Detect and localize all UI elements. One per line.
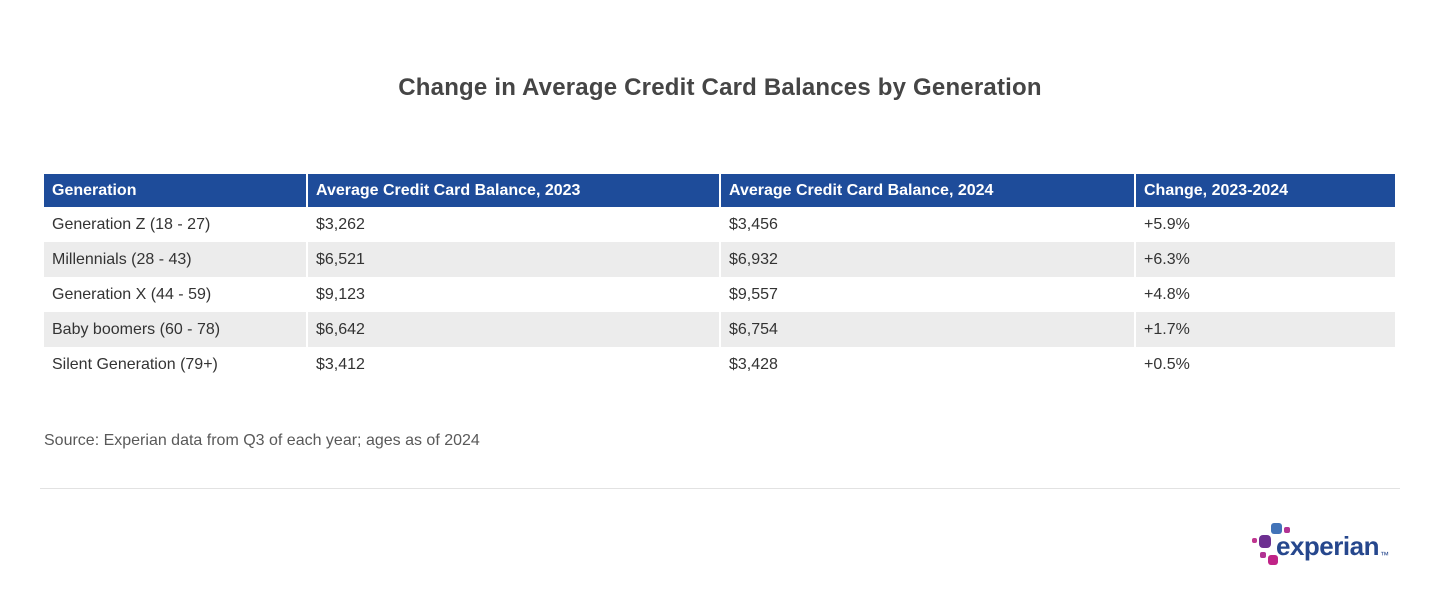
cell-change: +1.7% bbox=[1134, 312, 1395, 347]
cell-balance-2024: $3,456 bbox=[719, 207, 1135, 242]
experian-logo: experian™ bbox=[1252, 521, 1392, 581]
cell-generation: Generation X (44 - 59) bbox=[52, 285, 212, 303]
cell-balance-2023: $3,412 bbox=[306, 347, 720, 382]
cell-balance-2023: $3,262 bbox=[306, 207, 720, 242]
cell-balance-2023: $9,123 bbox=[306, 277, 720, 312]
table-row: Baby boomers (60 - 78) $6,642 $6,754 +1.… bbox=[44, 312, 1395, 347]
cell-generation: Millennials (28 - 43) bbox=[44, 242, 307, 277]
cell-balance-2024: $6,754 bbox=[719, 312, 1135, 347]
footer: experian™ bbox=[0, 521, 1392, 581]
cell-change: +0.5% bbox=[1134, 347, 1395, 382]
cell-balance-2024: $6,932 bbox=[719, 242, 1135, 277]
logo-blue-square-icon bbox=[1271, 523, 1282, 534]
logo-pink-dot-icon bbox=[1252, 538, 1257, 543]
col-header-balance-2023: Average Credit Card Balance, 2023 bbox=[306, 174, 720, 207]
cell-change: +6.3% bbox=[1134, 242, 1395, 277]
table-row: Generation X (44 - 59) $9,123 $9,557 +4.… bbox=[44, 277, 1395, 312]
col-header-balance-2024: Average Credit Card Balance, 2024 bbox=[719, 174, 1135, 207]
source-note: Source: Experian data from Q3 of each ye… bbox=[44, 432, 480, 449]
cell-balance-2023: $6,642 bbox=[306, 312, 720, 347]
logo-purple-square-icon bbox=[1259, 535, 1271, 548]
logo-magenta-dot-icon bbox=[1260, 552, 1266, 558]
infographic-page: Change in Average Credit Card Balances b… bbox=[0, 74, 1440, 611]
cell-change: +4.8% bbox=[1134, 277, 1395, 312]
page-title: Change in Average Credit Card Balances b… bbox=[398, 74, 1042, 101]
cell-balance-2024: $9,557 bbox=[719, 277, 1135, 312]
cell-change: +5.9% bbox=[1134, 207, 1395, 242]
credit-card-balances-table: Generation Average Credit Card Balance, … bbox=[44, 174, 1395, 382]
table-row: Millennials (28 - 43) $6,521 $6,932 +6.3… bbox=[44, 242, 1395, 277]
cell-balance-2023: $6,521 bbox=[306, 242, 720, 277]
logo-magenta-dot-icon bbox=[1284, 527, 1290, 533]
cell-generation: Baby boomers (60 - 78) bbox=[44, 312, 307, 347]
table-row: Generation Z (18 - 27) $3,262 $3,456 +5.… bbox=[44, 207, 1395, 242]
table-header-row: Generation Average Credit Card Balance, … bbox=[44, 174, 1395, 207]
col-header-generation: Generation bbox=[44, 174, 307, 207]
col-header-change: Change, 2023-2024 bbox=[1134, 174, 1395, 207]
trademark-symbol: ™ bbox=[1379, 550, 1389, 560]
table-row: Silent Generation (79+) $3,412 $3,428 +0… bbox=[44, 347, 1395, 382]
logo-crimson-square-icon bbox=[1268, 555, 1278, 565]
cell-generation: Silent Generation (79+) bbox=[52, 355, 218, 373]
divider bbox=[40, 488, 1400, 489]
cell-balance-2024: $3,428 bbox=[719, 347, 1135, 382]
experian-wordmark: experian™ bbox=[1276, 531, 1389, 561]
cell-generation: Generation Z (18 - 27) bbox=[52, 215, 211, 233]
